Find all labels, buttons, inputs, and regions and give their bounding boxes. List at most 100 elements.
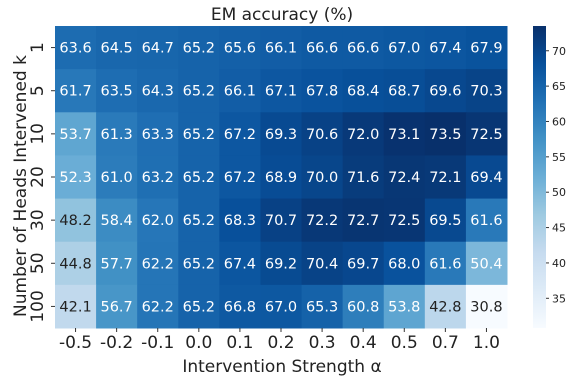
heatmap-cell xyxy=(465,69,508,113)
heatmap-cell xyxy=(96,155,138,200)
heatmap-cell xyxy=(465,241,508,286)
cell-value-label: 73.1 xyxy=(388,127,420,143)
heatmap-cell xyxy=(219,284,261,329)
cell-value-label: 63.2 xyxy=(142,170,174,186)
heatmap-cell xyxy=(424,26,467,70)
colorbar-tick-label: 35 xyxy=(552,292,566,305)
cell-value-label: 52.3 xyxy=(59,170,91,186)
heatmap-cell xyxy=(342,155,385,200)
cell-value-label: 65.2 xyxy=(183,84,215,100)
cell-value-label: 65.2 xyxy=(183,41,215,57)
cell-value-label: 69.6 xyxy=(429,84,461,100)
cell-value-label: 67.2 xyxy=(224,170,256,186)
cell-value-label: 67.4 xyxy=(429,41,461,57)
cell-value-label: 67.0 xyxy=(388,41,420,57)
heatmap-cell xyxy=(178,69,220,113)
cell-value-label: 66.6 xyxy=(306,41,338,57)
colorbar-gradient xyxy=(533,26,546,328)
cell-value-label: 66.1 xyxy=(224,84,256,100)
cell-value-label: 64.7 xyxy=(142,41,174,57)
cell-value-label: 65.2 xyxy=(183,213,215,229)
heatmap-cell xyxy=(260,198,303,243)
heatmap-cell xyxy=(301,155,344,200)
cell-value-label: 72.0 xyxy=(347,127,379,143)
chart-title: EM accuracy (%) xyxy=(211,5,353,25)
y-tick-label: 5 xyxy=(28,85,48,96)
heatmap-cell xyxy=(383,198,426,243)
heatmap-cell xyxy=(178,155,220,200)
cell-value-label: 69.4 xyxy=(470,170,502,186)
cell-value-label: 70.3 xyxy=(470,84,502,100)
x-tick-label: 0.5 xyxy=(391,333,418,353)
heatmap-cell xyxy=(96,112,138,156)
cell-value-label: 42.1 xyxy=(59,299,91,315)
colorbar-tick-label: 70 xyxy=(552,45,566,58)
cell-value-label: 70.4 xyxy=(306,256,338,272)
cell-value-label: 67.8 xyxy=(306,84,338,100)
cell-value-label: 53.7 xyxy=(59,127,91,143)
cell-value-label: 68.0 xyxy=(388,256,420,272)
cell-value-label: 48.2 xyxy=(59,213,91,229)
heatmap-cell xyxy=(424,112,467,156)
heatmap-cell xyxy=(178,26,220,70)
heatmap-cells: 63.6 64.5 64.7 65.2 65.6 66.1 66.6 66.6 67.0 67.4… xyxy=(55,26,508,329)
colorbar-tick-label: 40 xyxy=(552,257,566,270)
x-tick-label: 1.0 xyxy=(473,333,500,353)
cell-value-label: 67.2 xyxy=(224,127,256,143)
cell-value-label: 64.5 xyxy=(100,41,132,57)
cell-value-label: 53.8 xyxy=(388,299,420,315)
heatmap-cell xyxy=(96,26,138,70)
heatmap-cell xyxy=(424,155,467,200)
heatmap-cell xyxy=(55,241,97,286)
cell-value-label: 63.5 xyxy=(100,84,132,100)
heatmap-cell xyxy=(260,155,303,200)
heatmap-cell xyxy=(424,69,467,113)
heatmap-cell xyxy=(96,241,138,286)
y-tick-labels: 1 5 10 20 30 50 100 xyxy=(28,42,55,323)
heatmap-cell xyxy=(137,26,179,70)
cell-value-label: 70.6 xyxy=(306,127,338,143)
x-tick-label: 0.7 xyxy=(432,333,459,353)
cell-value-label: 61.6 xyxy=(429,256,461,272)
cell-value-label: 50.4 xyxy=(470,256,502,272)
cell-value-label: 63.6 xyxy=(59,41,91,57)
cell-value-label: 65.6 xyxy=(224,41,256,57)
y-tick-label: 100 xyxy=(28,290,48,322)
heatmap-cell xyxy=(424,241,467,286)
cell-value-label: 56.7 xyxy=(100,299,132,315)
y-tick-label: 10 xyxy=(28,123,48,145)
cell-value-label: 30.8 xyxy=(470,299,502,315)
y-tick-label: 20 xyxy=(28,166,48,188)
heatmap-cell xyxy=(342,284,385,329)
cell-value-label: 72.1 xyxy=(429,170,461,186)
cell-value-label: 70.0 xyxy=(306,170,338,186)
y-tick-label: 50 xyxy=(28,252,48,274)
cell-value-label: 72.5 xyxy=(388,213,420,229)
cell-value-label: 42.8 xyxy=(429,299,461,315)
cell-value-label: 61.3 xyxy=(100,127,132,143)
heatmap-cell xyxy=(383,241,426,286)
heatmap-cell xyxy=(55,69,97,113)
heatmap-cell xyxy=(301,241,344,286)
heatmap-cell xyxy=(137,198,179,243)
cell-value-label: 62.2 xyxy=(142,299,174,315)
cell-value-label: 61.6 xyxy=(470,213,502,229)
x-tick-label: -0.5 xyxy=(59,333,92,353)
heatmap-cell xyxy=(383,69,426,113)
heatmap-cell xyxy=(342,198,385,243)
heatmap-cell xyxy=(219,26,261,70)
x-tick-label: 0.3 xyxy=(309,333,336,353)
x-tick-label: 0.0 xyxy=(185,333,212,353)
heatmap-cell xyxy=(260,69,303,113)
cell-value-label: 68.3 xyxy=(224,213,256,229)
cell-value-label: 60.8 xyxy=(347,299,379,315)
cell-value-label: 62.2 xyxy=(142,256,174,272)
heatmap-cell xyxy=(219,112,261,156)
cell-value-label: 67.1 xyxy=(265,84,297,100)
cell-value-label: 57.7 xyxy=(100,256,132,272)
heatmap-cell xyxy=(465,155,508,200)
cell-value-label: 69.3 xyxy=(265,127,297,143)
heatmap-cell xyxy=(137,112,179,156)
heatmap-cell xyxy=(301,284,344,329)
heatmap-cell xyxy=(260,284,303,329)
